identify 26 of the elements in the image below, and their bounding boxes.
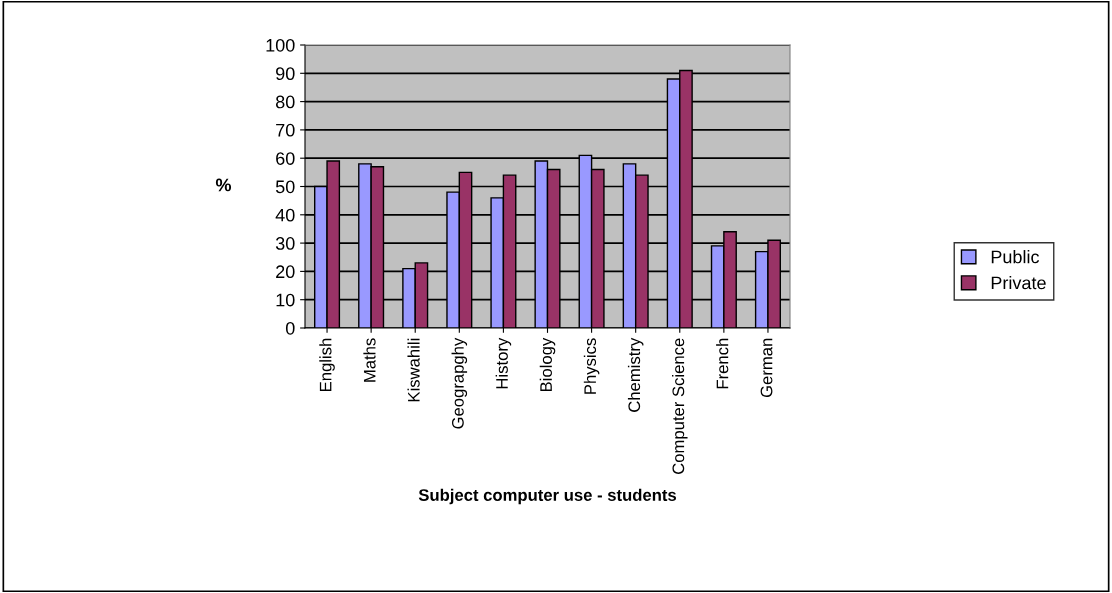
y-tick-label: 50 xyxy=(275,180,295,194)
y-tick-label: 70 xyxy=(276,123,295,137)
y-tick-label: 40 xyxy=(275,208,295,222)
x-tick-label: English xyxy=(319,338,335,392)
y-tick-label: 60 xyxy=(276,152,295,165)
y-tick-label: 100 xyxy=(266,38,295,52)
y-tick-label: 0 xyxy=(285,321,295,335)
x-tick-label: Biology xyxy=(539,337,556,392)
x-tick-label: Geograpghy xyxy=(451,337,468,429)
x-tick-label: Computer Science xyxy=(672,338,688,474)
y-tick-label: 30 xyxy=(275,237,295,250)
y-tick-label: 10 xyxy=(276,293,295,307)
x-tick-label: Chemistry xyxy=(627,337,644,412)
x-tick-label: German xyxy=(760,338,773,398)
legend-label: Private xyxy=(991,276,1046,290)
x-tick-label: French xyxy=(716,338,729,389)
y-tick-label: 80 xyxy=(275,95,295,109)
y-tick-label: 90 xyxy=(276,67,295,81)
x-tick-label: Kiswahili xyxy=(407,338,420,402)
y-tick-label: 20 xyxy=(276,265,295,279)
legend-label: Public xyxy=(991,250,1040,264)
x-axis-title: Subject computer use - students xyxy=(418,488,677,505)
y-axis-title: % xyxy=(215,178,232,192)
x-tick-label: Physics xyxy=(583,338,600,394)
x-tick-label: History xyxy=(495,337,512,389)
x-tick-label: Maths xyxy=(363,338,376,382)
